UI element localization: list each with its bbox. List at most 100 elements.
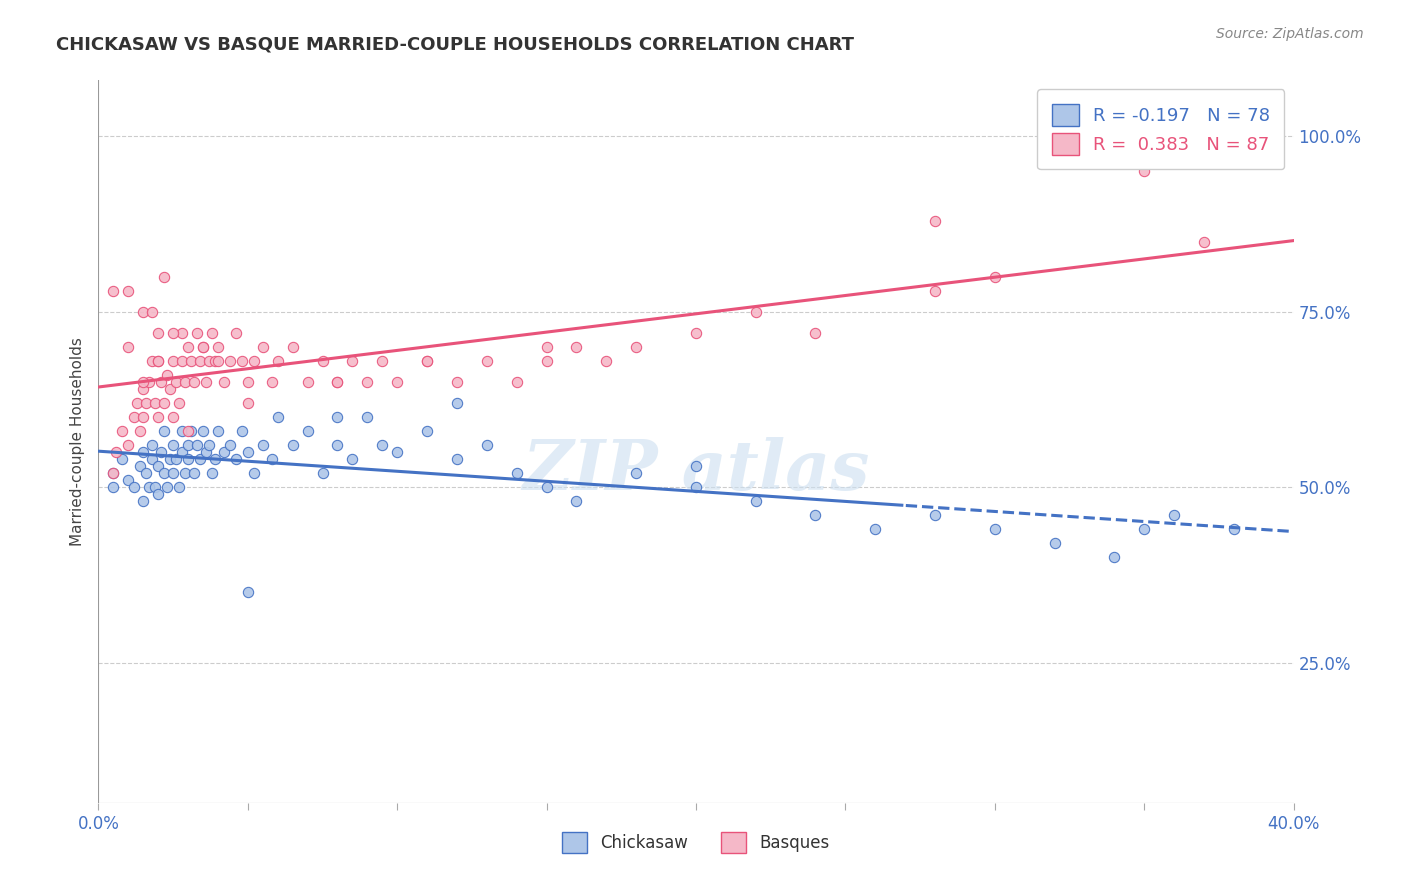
Point (162, 409, 184, 424)
Point (162, 438, 184, 452)
Point (143, 480, 166, 494)
Point (132, 445, 155, 459)
Point (281, 340, 304, 354)
Point (150, 375, 173, 389)
Point (204, 452, 226, 467)
Point (626, 466, 648, 480)
Point (153, 466, 176, 480)
Point (127, 396, 149, 410)
Point (201, 326, 224, 340)
Point (536, 340, 558, 354)
Point (172, 354, 194, 368)
Point (201, 466, 224, 480)
Point (446, 375, 468, 389)
Point (174, 466, 197, 480)
Point (183, 375, 205, 389)
Point (1163, 508, 1185, 523)
Point (141, 452, 163, 467)
Point (172, 445, 194, 459)
Point (231, 424, 253, 438)
Point (446, 396, 468, 410)
Point (165, 375, 187, 389)
Point (356, 409, 378, 424)
Point (167, 480, 190, 494)
Point (191, 340, 214, 354)
Point (198, 354, 221, 368)
Point (297, 424, 319, 438)
Point (1104, 550, 1126, 565)
Point (156, 368, 179, 382)
Point (148, 487, 170, 501)
Point (111, 424, 134, 438)
Point (177, 424, 200, 438)
Point (236, 445, 259, 459)
Point (326, 375, 349, 389)
Point (267, 354, 290, 368)
Point (148, 354, 170, 368)
Point (159, 382, 181, 396)
Point (141, 438, 163, 452)
Point (536, 480, 558, 494)
Point (342, 452, 364, 467)
Point (153, 424, 176, 438)
Point (252, 340, 274, 354)
Text: CHICKASAW VS BASQUE MARRIED-COUPLE HOUSEHOLDS CORRELATION CHART: CHICKASAW VS BASQUE MARRIED-COUPLE HOUSE… (56, 36, 855, 54)
Point (297, 375, 319, 389)
Point (191, 340, 214, 354)
Point (243, 354, 266, 368)
Point (162, 466, 184, 480)
Point (129, 459, 152, 474)
Legend: Chickasaw, Basques: Chickasaw, Basques (555, 826, 837, 860)
Y-axis label: Married-couple Households: Married-couple Households (69, 337, 84, 546)
Point (148, 354, 170, 368)
Point (212, 375, 235, 389)
Point (281, 438, 304, 452)
Point (162, 326, 184, 340)
Point (188, 452, 211, 467)
Point (236, 585, 259, 599)
Point (174, 375, 197, 389)
Point (416, 354, 439, 368)
Point (148, 326, 170, 340)
Point (132, 382, 155, 396)
Point (111, 452, 134, 467)
Point (124, 409, 146, 424)
Point (506, 466, 529, 480)
Point (172, 326, 194, 340)
Point (924, 508, 946, 523)
Point (371, 354, 394, 368)
Point (536, 354, 558, 368)
Point (117, 340, 139, 354)
Point (195, 445, 218, 459)
Point (198, 438, 221, 452)
Point (165, 452, 187, 467)
Point (135, 466, 157, 480)
Point (177, 438, 200, 452)
Point (260, 375, 283, 389)
Point (153, 396, 176, 410)
Point (148, 409, 170, 424)
Point (148, 459, 170, 474)
Point (183, 466, 205, 480)
Point (132, 494, 155, 508)
Point (804, 326, 827, 340)
Point (103, 466, 125, 480)
Point (924, 213, 946, 227)
Point (565, 340, 588, 354)
Point (186, 438, 208, 452)
Point (219, 354, 242, 368)
Point (129, 424, 152, 438)
Point (195, 375, 218, 389)
Point (156, 480, 179, 494)
Point (311, 466, 333, 480)
Point (260, 452, 283, 467)
Point (416, 424, 439, 438)
Point (267, 409, 290, 424)
Point (207, 340, 229, 354)
Point (105, 445, 128, 459)
Point (141, 354, 163, 368)
Point (204, 354, 226, 368)
Point (191, 424, 214, 438)
Point (103, 466, 125, 480)
Point (475, 438, 498, 452)
